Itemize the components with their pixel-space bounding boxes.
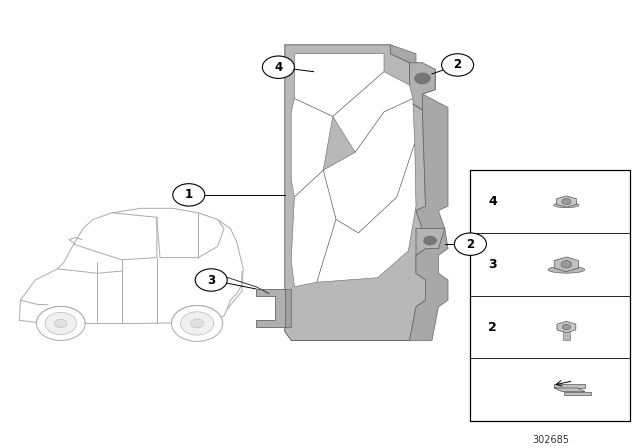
Circle shape <box>36 306 85 340</box>
Polygon shape <box>556 196 577 207</box>
Circle shape <box>563 324 570 330</box>
Circle shape <box>561 261 572 268</box>
Text: 3: 3 <box>207 273 215 287</box>
Ellipse shape <box>548 266 585 273</box>
Text: 4: 4 <box>275 60 282 74</box>
Circle shape <box>172 306 223 341</box>
Circle shape <box>191 319 204 328</box>
Polygon shape <box>285 45 426 340</box>
Circle shape <box>180 312 214 335</box>
Bar <box>563 327 570 340</box>
Polygon shape <box>285 289 291 327</box>
Text: 2: 2 <box>454 58 461 72</box>
Text: 1: 1 <box>185 188 193 202</box>
Bar <box>554 384 585 388</box>
Polygon shape <box>333 72 413 152</box>
Circle shape <box>195 269 227 291</box>
Polygon shape <box>416 228 445 255</box>
Polygon shape <box>554 257 579 271</box>
Bar <box>564 392 591 395</box>
Polygon shape <box>554 388 585 392</box>
Circle shape <box>442 54 474 76</box>
Text: 4: 4 <box>488 195 497 208</box>
Polygon shape <box>390 45 448 340</box>
Circle shape <box>454 233 486 255</box>
Polygon shape <box>557 321 576 333</box>
Circle shape <box>415 73 430 84</box>
Text: 2: 2 <box>467 237 474 251</box>
Polygon shape <box>291 99 333 197</box>
Ellipse shape <box>554 203 579 207</box>
Polygon shape <box>317 143 416 282</box>
FancyBboxPatch shape <box>470 170 630 421</box>
Text: 2: 2 <box>488 320 497 334</box>
Circle shape <box>562 198 571 205</box>
Circle shape <box>424 236 436 245</box>
Polygon shape <box>397 63 435 110</box>
Circle shape <box>45 312 77 335</box>
Text: 302685: 302685 <box>532 435 569 444</box>
Polygon shape <box>291 170 336 287</box>
Circle shape <box>55 319 67 328</box>
Circle shape <box>173 184 205 206</box>
Polygon shape <box>323 99 415 233</box>
Circle shape <box>262 56 294 78</box>
Text: 3: 3 <box>488 258 497 271</box>
Polygon shape <box>294 54 384 116</box>
Polygon shape <box>256 289 285 327</box>
